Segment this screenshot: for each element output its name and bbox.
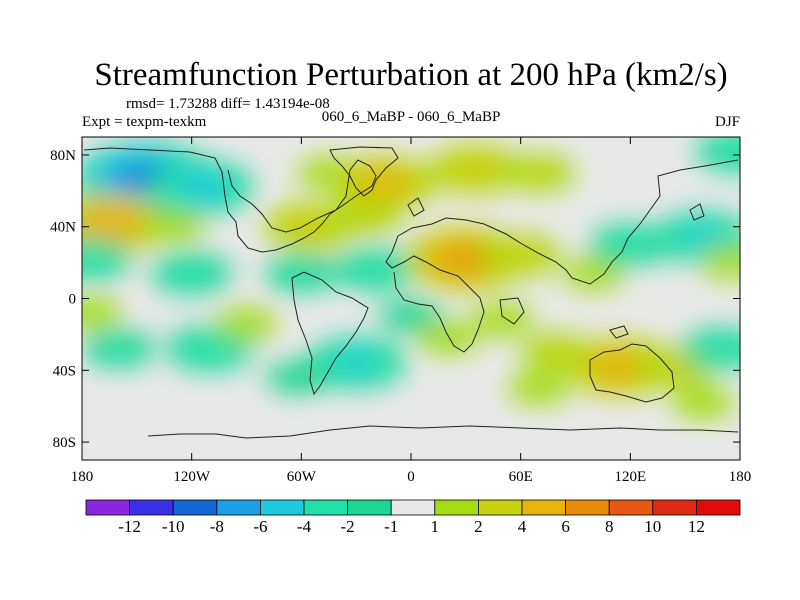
coast-greenland (329, 146, 399, 197)
x-axis: 180 120W 60W 0 60E 120E 180 (71, 137, 752, 485)
colorbar-box (303, 499, 348, 516)
colorbar-box (129, 499, 174, 516)
anomaly-22-level-1 (82, 296, 123, 330)
colorbar-box (172, 499, 218, 516)
anomaly-35-level-1 (672, 386, 735, 419)
anomaly-31-level-2 (536, 341, 578, 364)
colorbar: -12 -10 -8 -6 -4 -2 -1 1 2 4 6 8 10 12 (85, 499, 741, 536)
x-tick-label: 180 (71, 469, 94, 485)
anomaly-32-level-4 (589, 349, 654, 384)
x-tick-label: 180 (729, 469, 752, 485)
expt-label: Expt = texpm-texkm (82, 114, 207, 130)
anomaly-3-level-1 (142, 210, 205, 244)
y-tick-label: 40N (50, 220, 76, 236)
colorbar-label: 4 (518, 517, 527, 536)
x-tick-label: 0 (407, 469, 415, 485)
anomaly-16-level-2 (492, 240, 549, 271)
anomaly-20-level-1 (699, 246, 740, 279)
anomaly-10-level-4 (357, 169, 410, 198)
colorbar-box (608, 499, 654, 516)
coastlines (83, 146, 739, 439)
colorbar-label: 8 (605, 517, 614, 536)
colorbar-box (565, 499, 610, 516)
colorbar-box (390, 499, 436, 516)
anomaly-28-level--1 (379, 300, 443, 333)
colorbar-box (434, 499, 479, 516)
y-tick-label: 40S (53, 363, 76, 379)
anomaly-36-level-1 (507, 371, 570, 405)
colorbar-label: -6 (253, 517, 267, 536)
plot-area (82, 137, 740, 460)
anomaly-34-level--2 (693, 333, 740, 364)
y-tick-label: 80S (53, 435, 76, 451)
coast-australia (589, 343, 675, 403)
anomaly-2-level-4 (82, 203, 147, 243)
colorbar-label: -2 (341, 517, 355, 536)
colorbar-box (85, 499, 130, 516)
colorbar-label: 1 (431, 517, 440, 536)
colorbar-label: -4 (297, 517, 312, 536)
anomaly-30-level-1 (416, 321, 479, 355)
x-tick-label: 60W (287, 469, 317, 485)
anomaly-19-level--4 (684, 227, 723, 248)
anomaly-15-level-6 (447, 249, 485, 269)
x-tick-label: 120E (614, 469, 646, 485)
colorbar-label: -1 (384, 517, 398, 536)
anomaly-26-level--4 (337, 353, 376, 373)
x-tick-label: 120W (173, 469, 211, 485)
rmsd-label: rmsd= 1.73288 diff= 1.43194e-08 (126, 96, 330, 112)
y-tick-label: 0 (69, 292, 77, 308)
anomaly-1-level--4 (174, 173, 228, 202)
colorbar-box (347, 499, 392, 516)
colorbar-label: 12 (688, 517, 705, 536)
anomaly-27-level--1 (266, 361, 329, 394)
colorbar-box (216, 499, 261, 516)
comparison-label: 060_6_MaBP - 060_6_MaBP (322, 109, 501, 125)
colorbar-box (259, 499, 305, 516)
streamfunction-field (82, 137, 740, 419)
coast-antarctica (147, 425, 739, 439)
y-axis: 80N 40N 0 40S 80S (50, 148, 740, 451)
colorbar-box (477, 499, 523, 516)
coast-islands (407, 197, 705, 339)
colorbar-label: 10 (644, 517, 661, 536)
x-tick-label: 60E (509, 469, 533, 485)
anomaly-4-level--2 (82, 244, 120, 274)
colorbar-label: 6 (561, 517, 570, 536)
anomaly-11-level-2 (436, 149, 514, 190)
anomaly-18-level--2 (602, 229, 659, 260)
y-tick-label: 80N (50, 148, 76, 164)
season-label: DJF (715, 114, 740, 130)
anomaly-21-level--2 (708, 137, 740, 167)
coast-south-america (291, 271, 369, 396)
anomaly-12-level-2 (518, 161, 560, 184)
colorbar-label: -8 (210, 517, 224, 536)
colorbar-box (652, 499, 697, 516)
coast-north-america (83, 147, 377, 253)
anomaly-23-level--2 (97, 337, 140, 360)
anomaly-7-level--2 (346, 254, 403, 285)
anomaly-14-level-2 (344, 205, 387, 227)
anomaly-29-level-1 (471, 303, 534, 337)
colorbar-label: 2 (474, 517, 483, 536)
chart-title: Streamfunction Perturbation at 200 hPa (… (94, 57, 727, 93)
colorbar-box (696, 499, 741, 516)
anomaly-5-level--2 (163, 258, 220, 289)
anomaly-25-level-1 (215, 307, 278, 340)
colorbar-box (521, 499, 566, 516)
anomaly-24-level--2 (176, 331, 244, 367)
coast-eurasia-africa (385, 159, 739, 353)
colorbar-label: -12 (118, 517, 141, 536)
colorbar-label: -10 (162, 517, 185, 536)
